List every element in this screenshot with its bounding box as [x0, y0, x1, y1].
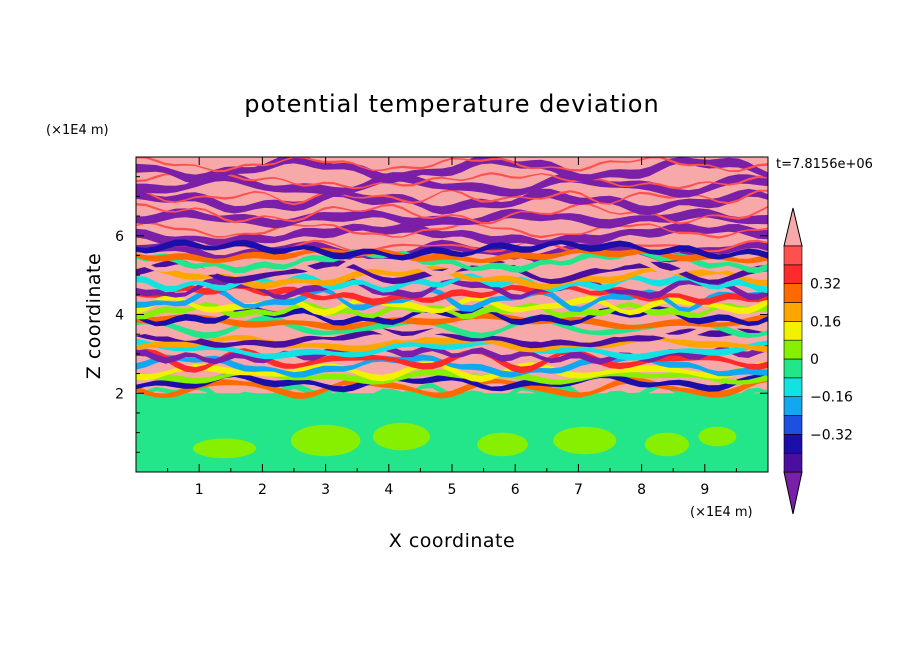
colorbar-label: 0.16	[810, 314, 841, 330]
x-tick-label: 6	[511, 482, 520, 498]
y-tick-label: 2	[115, 386, 124, 402]
colorbar-label: −0.16	[810, 390, 853, 406]
colorbar-segment	[783, 264, 803, 284]
colorbar-segment	[783, 245, 803, 266]
x-tick-label: 7	[574, 482, 583, 498]
colorbar-segment	[783, 396, 803, 416]
colorbar-segment	[783, 415, 803, 435]
contour-field	[136, 157, 768, 472]
colorbar-segment	[783, 452, 803, 473]
mixing-band	[136, 328, 768, 349]
mixing-band	[136, 376, 768, 399]
y-unit-label: (×1E4 m)	[46, 123, 109, 138]
mixing-band	[136, 361, 768, 383]
mixing-band	[136, 372, 768, 393]
mixing-band	[136, 276, 768, 300]
lower-plume	[644, 432, 689, 457]
mixing-band	[136, 348, 768, 374]
mixing-band	[136, 312, 768, 331]
upper-band	[136, 208, 768, 229]
x-tick-label: 4	[384, 482, 393, 498]
mixing-band	[136, 322, 768, 343]
lower-layer	[136, 393, 768, 472]
x-tick-label: 9	[700, 482, 709, 498]
y-axis-label: Z coordinate	[83, 253, 105, 379]
x-axis-label: X coordinate	[389, 530, 515, 552]
colorbar-segment	[783, 358, 803, 379]
upper-band	[136, 171, 768, 198]
colorbar-segment	[783, 283, 803, 303]
y-tick-label: 4	[115, 308, 124, 324]
colorbar-segment	[783, 339, 803, 360]
lower-plume	[553, 426, 617, 455]
mixing-band	[136, 239, 768, 261]
colorbar-under-triangle	[783, 471, 803, 515]
lower-plume	[698, 426, 737, 447]
mixing-band	[136, 338, 768, 361]
y-axis-ticks: 2 4 6	[115, 176, 768, 453]
colorbar-label: 0.32	[810, 277, 841, 293]
colorbar-segment	[783, 302, 803, 322]
x-tick-label: 8	[637, 482, 646, 498]
x-tick-label: 3	[321, 482, 330, 498]
colorbar-segment	[783, 434, 803, 454]
x-tick-label: 2	[258, 482, 267, 498]
upper-band	[136, 188, 768, 216]
mixing-band	[136, 273, 768, 294]
x-tick-label: 1	[195, 482, 204, 498]
mixing-band	[136, 285, 768, 313]
field-bands	[136, 157, 768, 472]
chart-title: potential temperature deviation	[244, 90, 659, 118]
upper-band-edge	[136, 157, 768, 173]
colorbar-segment	[783, 377, 803, 397]
mixing-band	[136, 344, 768, 365]
lower-plume	[477, 432, 528, 457]
mixing-band	[136, 301, 768, 320]
colorbar: 0.32 0.16 0 −0.16 −0.32	[783, 207, 853, 515]
lower-plume	[192, 438, 257, 459]
x-unit-label: (×1E4 m)	[690, 505, 753, 520]
x-tick-label: 5	[448, 482, 457, 498]
lower-plume	[373, 422, 430, 451]
plot-area: 1 2 3 4 5 6 7 8 9 2 4 6	[115, 156, 769, 498]
mixing-band	[136, 335, 768, 353]
colorbar-segment	[783, 321, 803, 341]
upper-band	[136, 222, 768, 248]
x-axis-ticks: 1 2 3 4 5 6 7 8 9	[167, 157, 737, 498]
colorbar-label: −0.32	[810, 427, 853, 443]
lower-plume	[290, 424, 361, 457]
y-tick-label: 6	[115, 229, 124, 245]
colorbar-label: 0	[810, 352, 819, 368]
mixing-band	[136, 315, 768, 339]
upper-band	[136, 157, 768, 184]
colorbar-over-triangle	[783, 207, 803, 247]
time-label: t=7.8156e+06	[776, 157, 873, 172]
